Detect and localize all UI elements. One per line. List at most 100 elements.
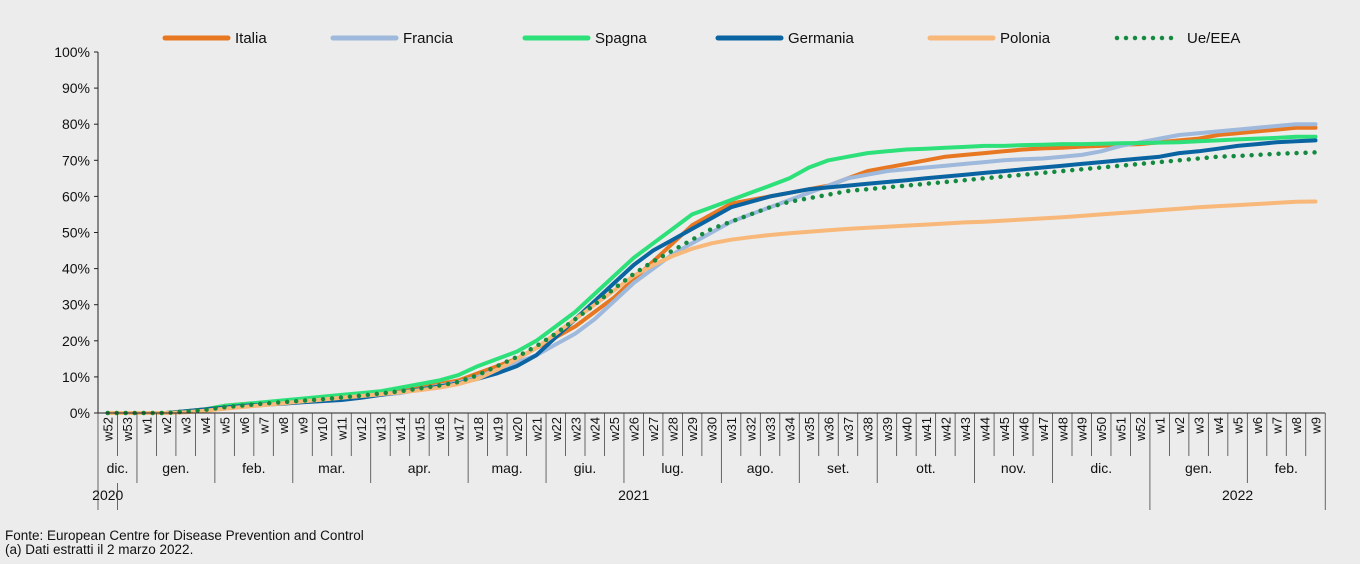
- series-line-germania: [105, 138, 1318, 415]
- week-label: w32: [744, 417, 759, 442]
- year-label: 2021: [618, 487, 649, 503]
- plot-area: [105, 122, 1318, 416]
- week-label: w13: [373, 417, 388, 442]
- week-label: w11: [335, 417, 350, 441]
- series-line-polonia: [105, 199, 1318, 415]
- month-label: set.: [827, 460, 850, 476]
- week-label: w6: [1250, 417, 1265, 435]
- week-label: w8: [276, 417, 291, 435]
- week-label: w9: [296, 417, 311, 435]
- week-label: w14: [393, 417, 408, 442]
- week-label: w4: [198, 417, 213, 435]
- month-label: mar.: [318, 460, 345, 476]
- month-label: lug.: [661, 460, 684, 476]
- week-label: w30: [705, 417, 720, 442]
- week-label: w53: [120, 417, 135, 442]
- source-note: Fonte: European Centre for Disease Preve…: [5, 528, 364, 543]
- week-label: w40: [899, 417, 914, 442]
- week-label: w9: [1309, 417, 1324, 435]
- week-label: w2: [1172, 417, 1187, 435]
- week-label: w3: [1192, 417, 1207, 435]
- y-tick-label: 10%: [62, 369, 90, 385]
- week-label: w31: [724, 417, 739, 442]
- week-label: w37: [841, 417, 856, 442]
- month-label: dic.: [107, 460, 129, 476]
- week-label: w43: [958, 417, 973, 442]
- week-label: w12: [354, 417, 369, 442]
- week-label: w1: [1153, 417, 1168, 435]
- week-label: w27: [646, 417, 661, 442]
- week-label: w16: [432, 417, 447, 442]
- week-label: w39: [880, 417, 895, 442]
- legend-label-italia: Italia: [235, 30, 267, 47]
- y-tick-label: 50%: [62, 225, 90, 241]
- week-label: w17: [451, 417, 466, 442]
- week-label: w5: [1231, 417, 1246, 435]
- week-label: w35: [802, 417, 817, 442]
- week-label: w8: [1289, 417, 1304, 435]
- y-tick-label: 100%: [54, 44, 90, 60]
- week-label: w36: [822, 417, 837, 442]
- month-label: dic.: [1090, 460, 1112, 476]
- week-label: w7: [1270, 417, 1285, 435]
- week-label: w34: [783, 417, 798, 442]
- week-label: w33: [763, 417, 778, 442]
- year-label: 2022: [1222, 487, 1253, 503]
- month-label: ago.: [747, 460, 774, 476]
- line-chart: Italia Francia Spagna Germania Polonia Ue/EEA…: [54, 30, 1326, 510]
- week-label: w24: [588, 417, 603, 442]
- month-label: ott.: [916, 460, 935, 476]
- week-label: w7: [257, 417, 272, 435]
- y-tick-label: 40%: [62, 261, 90, 277]
- series-line-spagna: [105, 134, 1318, 415]
- week-label: w41: [919, 417, 934, 442]
- week-label: w21: [529, 417, 544, 442]
- legend-label-spagna: Spagna: [595, 30, 647, 47]
- y-tick-label: 60%: [62, 188, 90, 204]
- week-label: w10: [315, 417, 330, 442]
- week-label: w28: [666, 417, 681, 442]
- date-note: (a) Dati estratti il 2 marzo 2022.: [5, 542, 194, 557]
- series-line-italia: [105, 125, 1318, 415]
- legend-label-germania: Germania: [788, 30, 855, 47]
- y-tick-label: 20%: [62, 333, 90, 349]
- week-label: w42: [938, 417, 953, 442]
- month-label: feb.: [242, 460, 265, 476]
- legend-label-francia: Francia: [403, 30, 454, 47]
- week-label: w49: [1075, 417, 1090, 442]
- y-axis: 0% 10% 20% 30% 40% 50% 60% 70% 80% 90% 100%: [54, 44, 99, 421]
- week-label: w20: [510, 417, 525, 442]
- legend-label-polonia: Polonia: [1000, 30, 1051, 47]
- week-label: w1: [140, 417, 155, 435]
- y-tick-label: 30%: [62, 297, 90, 313]
- y-tick-label: 80%: [62, 116, 90, 132]
- week-label: w47: [1036, 417, 1051, 442]
- x-axis: w52 w53 w1 w2 w3 w4 w5 w6 w7 w8 w9 w10 w11 w12 w13 w14 w…: [92, 412, 1326, 510]
- week-label: w52: [1133, 417, 1148, 442]
- week-label: w48: [1055, 417, 1070, 442]
- week-label: w25: [607, 417, 622, 442]
- week-label: w15: [412, 417, 427, 442]
- week-label: w19: [490, 417, 505, 442]
- week-label: w2: [159, 417, 174, 435]
- week-label: w6: [237, 417, 252, 435]
- week-label: w52: [101, 417, 116, 442]
- month-label: gen.: [1185, 460, 1212, 476]
- week-label: w23: [568, 417, 583, 442]
- series-line-francia: [105, 122, 1318, 415]
- week-label: w51: [1114, 417, 1129, 442]
- series-line-ue-eea: [105, 150, 1318, 416]
- week-label: w18: [471, 417, 486, 442]
- week-label: w44: [977, 417, 992, 442]
- legend: Italia Francia Spagna Germania Polonia Ue/EEA: [162, 30, 1240, 47]
- month-label: nov.: [1001, 460, 1026, 476]
- month-label: apr.: [408, 460, 431, 476]
- week-label: w38: [860, 417, 875, 442]
- week-label: w46: [1016, 417, 1031, 442]
- year-label: 2020: [92, 487, 123, 503]
- y-tick-label: 0%: [70, 405, 90, 421]
- month-label: feb.: [1275, 460, 1298, 476]
- week-label: w50: [1094, 417, 1109, 442]
- month-label: mag.: [492, 460, 523, 476]
- week-label: w26: [627, 417, 642, 442]
